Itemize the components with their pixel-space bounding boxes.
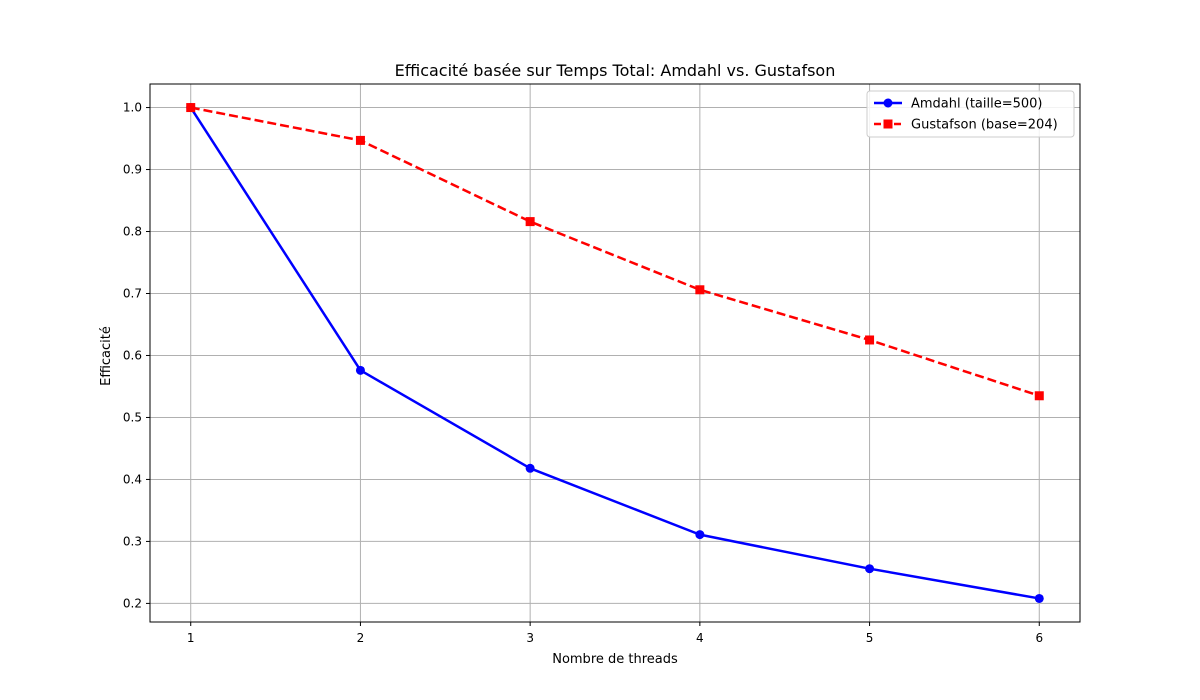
series <box>186 103 1044 603</box>
x-tick-label: 2 <box>357 631 365 645</box>
legend-box <box>866 90 1075 138</box>
legend: Amdahl (taille=500) Gustafson (base=204) <box>866 90 1075 138</box>
data-point <box>865 564 875 574</box>
series-2 <box>186 103 1044 401</box>
data-point <box>865 335 875 345</box>
x-tick-label: 3 <box>526 631 534 645</box>
plot-area-frame <box>149 83 1081 623</box>
data-point <box>695 285 705 295</box>
y-tick-label: 1.0 <box>123 101 142 115</box>
axis-ticks: 1 2 3 4 5 6 0.2 0.3 0.4 0.5 0.6 0.7 0.8 0.9 1.0 <box>123 101 1043 645</box>
series-line <box>190 106 1040 397</box>
data-point <box>525 217 535 227</box>
y-tick-label: 0.5 <box>123 410 142 424</box>
chart-title: Efficacité basée sur Temps Total: Amdahl… <box>395 61 836 80</box>
y-axis-label: Efficacité <box>99 326 114 386</box>
x-axis-label: Nombre de threads <box>552 652 678 667</box>
legend-marker <box>883 98 893 108</box>
data-point <box>355 135 365 145</box>
series-1 <box>186 103 1044 603</box>
y-tick-label: 0.3 <box>123 534 142 548</box>
x-tick-label: 1 <box>187 631 195 645</box>
x-tick-label: 6 <box>1035 631 1043 645</box>
series-line <box>189 106 1040 600</box>
legend-label: Gustafson (base=204) <box>911 118 1058 133</box>
data-point <box>695 530 705 540</box>
y-tick-label: 0.6 <box>123 348 142 362</box>
y-tick-label: 0.8 <box>123 225 142 239</box>
x-tick-label: 4 <box>696 631 704 645</box>
data-point <box>1034 593 1044 603</box>
x-tick-label: 5 <box>866 631 874 645</box>
y-tick-label: 0.2 <box>123 596 142 610</box>
data-point <box>186 103 196 113</box>
y-tick-label: 0.7 <box>123 286 142 300</box>
legend-label: Amdahl (taille=500) <box>911 97 1043 112</box>
data-point <box>355 365 365 375</box>
y-tick-label: 0.4 <box>123 472 142 486</box>
grid <box>150 84 1080 622</box>
legend-marker <box>883 119 893 129</box>
y-tick-label: 0.9 <box>123 163 142 177</box>
data-point <box>1034 391 1044 401</box>
data-point <box>525 463 535 473</box>
